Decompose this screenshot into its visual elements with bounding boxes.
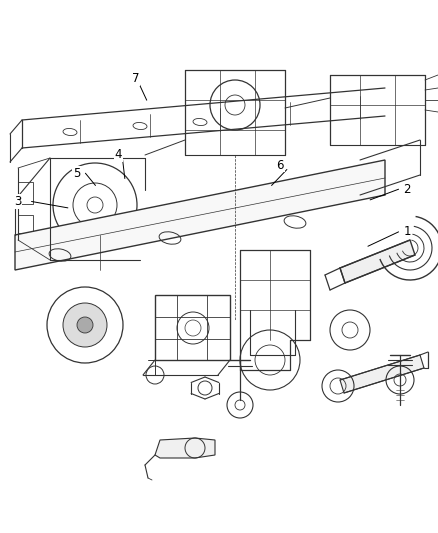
- Polygon shape: [340, 240, 415, 283]
- Bar: [155, 295, 230, 360]
- Text: 7: 7: [132, 72, 140, 85]
- Text: 1: 1: [403, 225, 411, 238]
- Circle shape: [77, 317, 93, 333]
- Text: 4: 4: [114, 148, 122, 161]
- Polygon shape: [155, 438, 215, 458]
- Bar: [18, 215, 33, 233]
- Polygon shape: [15, 160, 385, 270]
- Circle shape: [63, 303, 107, 347]
- Polygon shape: [340, 355, 424, 393]
- Text: 2: 2: [403, 183, 411, 196]
- Text: 6: 6: [276, 159, 284, 172]
- Text: 3: 3: [14, 195, 21, 208]
- Bar: [18, 182, 33, 204]
- Text: 5: 5: [73, 167, 80, 180]
